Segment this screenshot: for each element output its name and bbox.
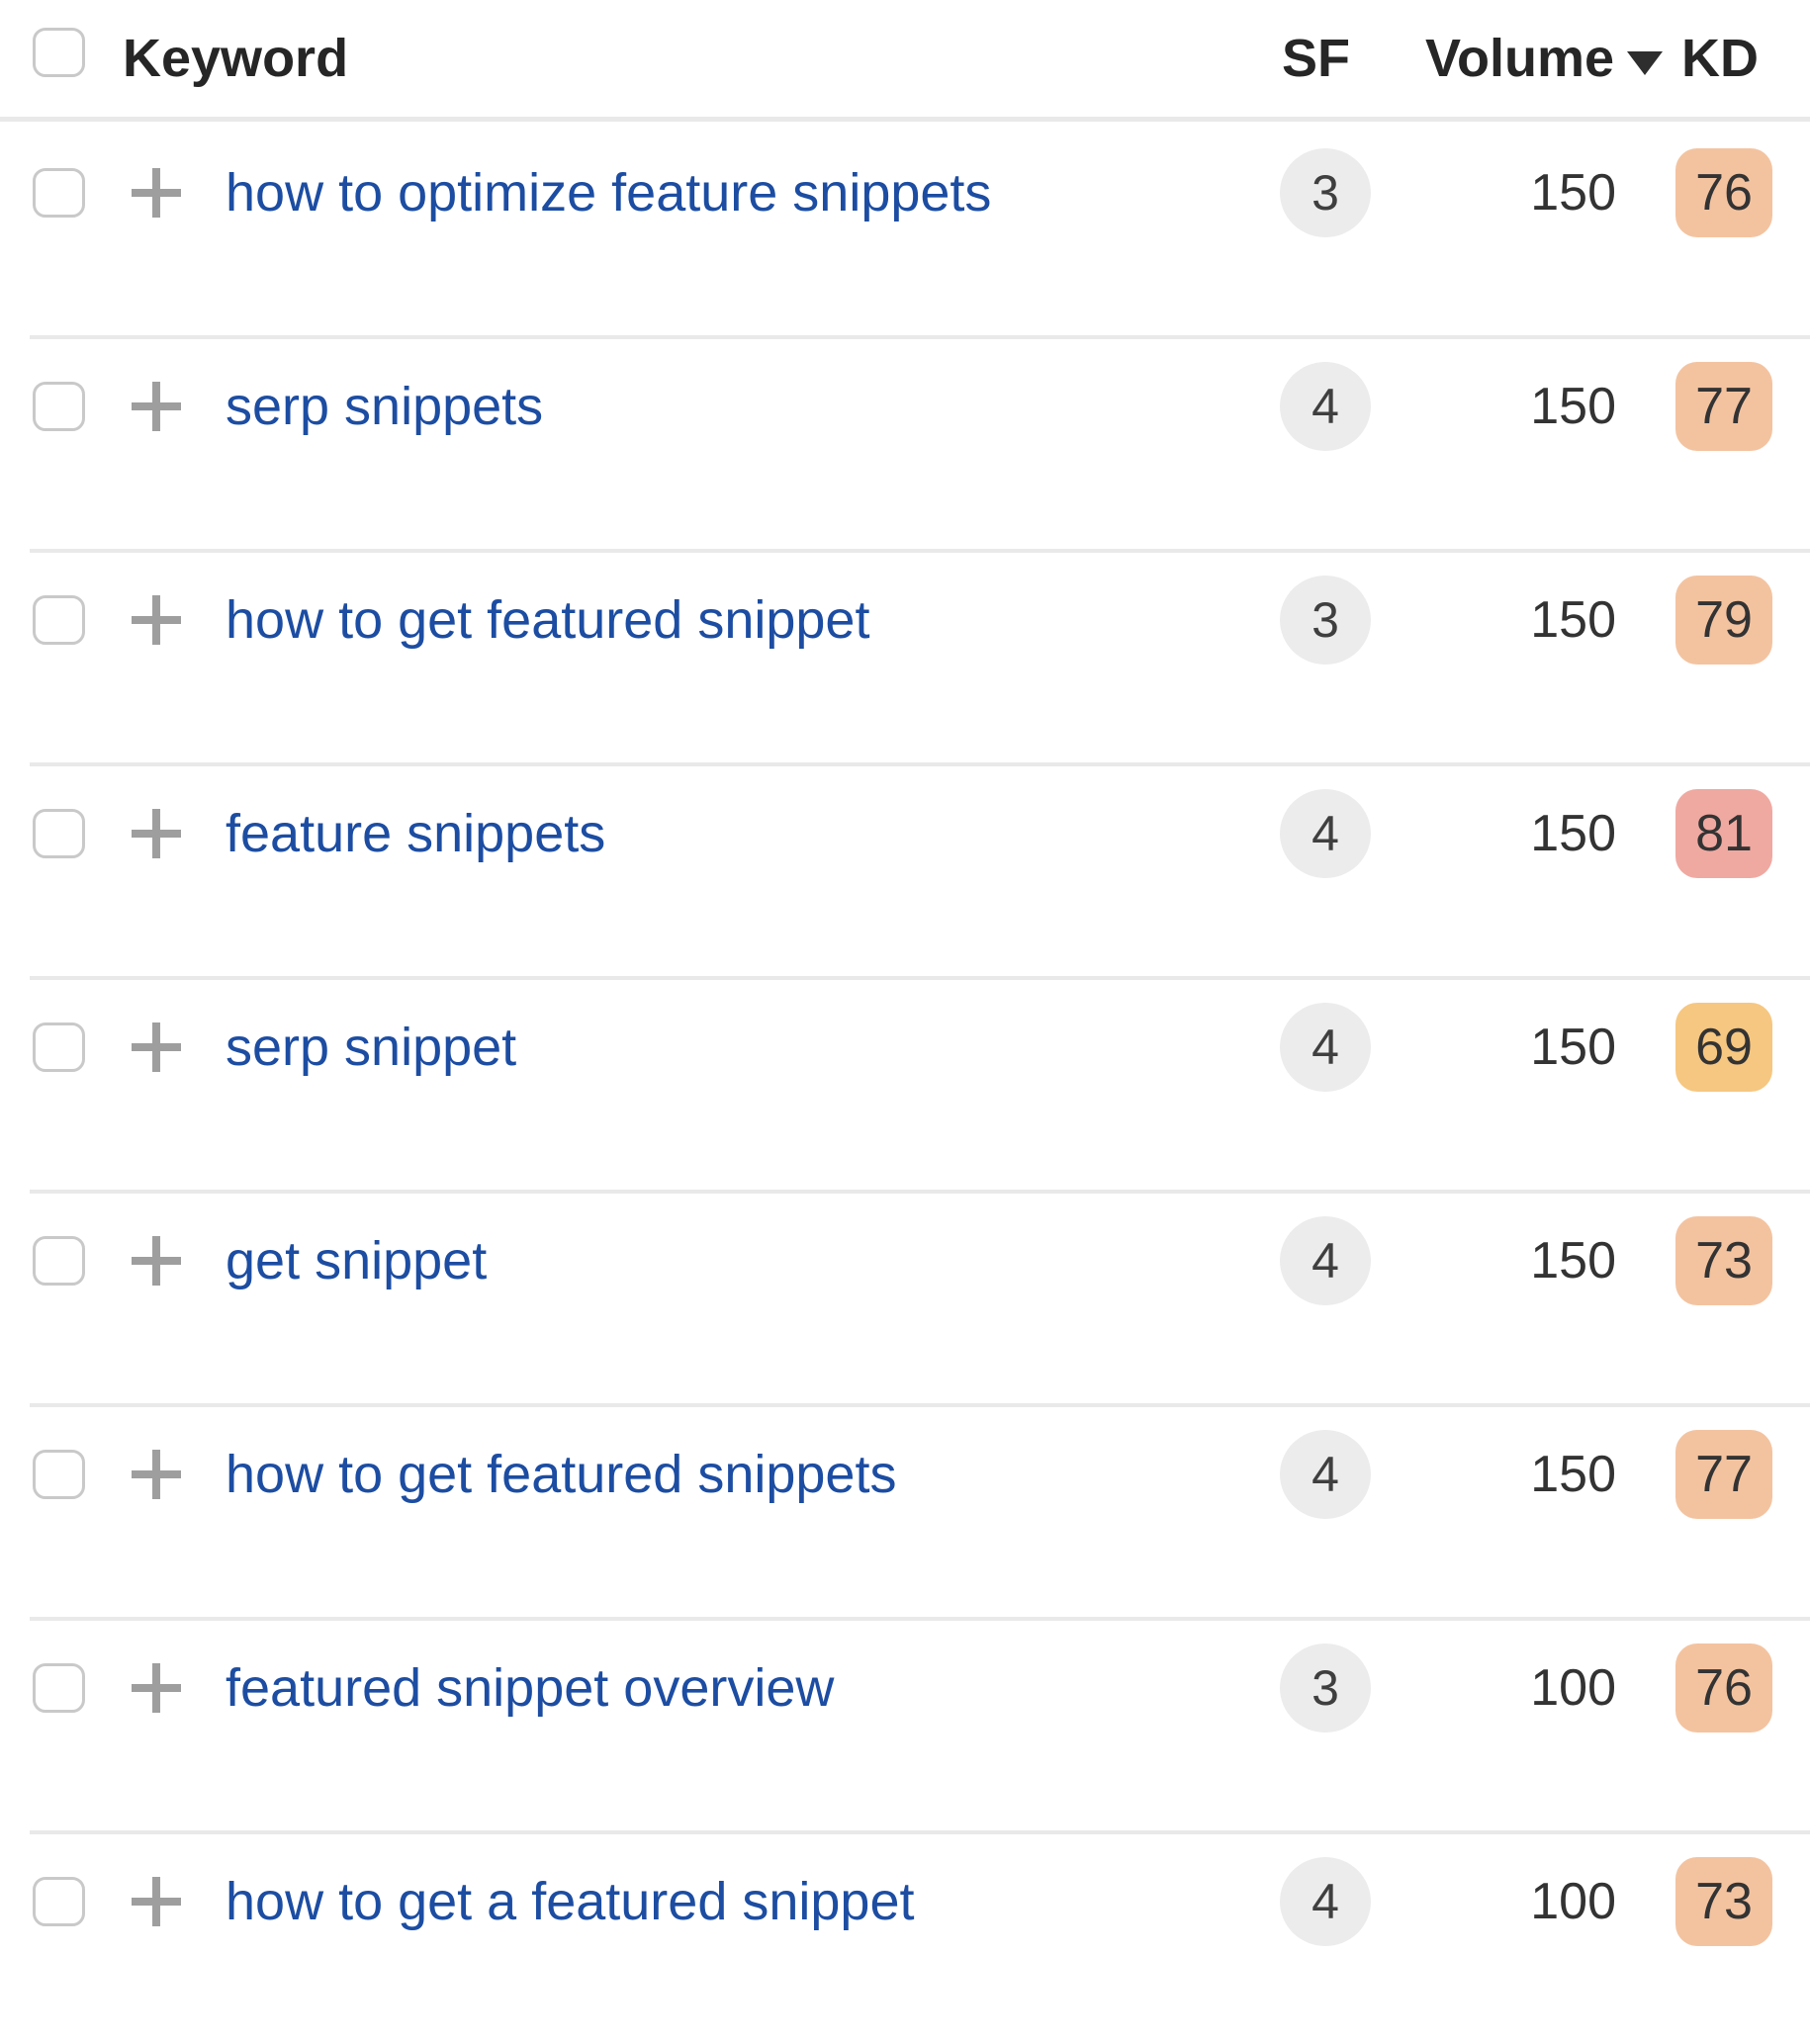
kd-badge: 73 [1675,1216,1772,1305]
volume-value: 100 [1530,1873,1616,1930]
table-row: how to optimize feature snippets 3 150 7… [0,122,1810,335]
column-header-sf[interactable]: SF [1282,29,1351,88]
kd-badge: 79 [1675,576,1772,665]
keyword-link[interactable]: feature snippets [226,804,606,863]
add-to-list-icon[interactable] [132,1877,181,1926]
row-checkbox[interactable] [33,1663,85,1713]
keyword-table: Keyword SF Volume KD how to optimize fea… [0,0,1810,1946]
kd-badge: 76 [1675,1644,1772,1733]
keyword-link[interactable]: how to get featured snippets [226,1445,897,1504]
sf-count-badge: 3 [1280,576,1371,665]
table-row: how to get featured snippet 3 150 79 [0,549,1810,762]
table-row: feature snippets 4 150 81 [0,762,1810,976]
keyword-link[interactable]: how to get a featured snippet [226,1872,915,1931]
row-checkbox[interactable] [33,595,85,645]
keyword-link[interactable]: featured snippet overview [226,1658,835,1718]
keyword-link[interactable]: how to get featured snippet [226,590,870,650]
add-to-list-icon[interactable] [132,1236,181,1286]
row-checkbox[interactable] [33,1236,85,1286]
keyword-link[interactable]: serp snippet [226,1018,517,1077]
sf-count-badge: 4 [1280,1857,1371,1946]
add-to-list-icon[interactable] [132,1450,181,1499]
sf-count-badge: 4 [1280,362,1371,451]
sf-count-badge: 3 [1280,148,1371,237]
volume-value: 150 [1530,1446,1616,1503]
table-row: serp snippet 4 150 69 [0,976,1810,1190]
volume-value: 150 [1530,1019,1616,1076]
keyword-link[interactable]: serp snippets [226,377,544,436]
row-checkbox[interactable] [33,382,85,431]
row-checkbox[interactable] [33,809,85,858]
table-row: featured snippet overview 3 100 76 [0,1617,1810,1830]
add-to-list-icon[interactable] [132,1663,181,1713]
column-header-kd[interactable]: KD [1681,29,1759,88]
add-to-list-icon[interactable] [132,809,181,858]
volume-value: 150 [1530,164,1616,222]
sf-count-badge: 4 [1280,1430,1371,1519]
volume-value: 150 [1530,591,1616,649]
column-header-keyword[interactable]: Keyword [123,29,349,88]
sf-count-badge: 4 [1280,1003,1371,1092]
kd-badge: 77 [1675,362,1772,451]
volume-value: 100 [1530,1659,1616,1717]
add-to-list-icon[interactable] [132,382,181,431]
table-row: get snippet 4 150 73 [0,1190,1810,1403]
table-row: how to get featured snippets 4 150 77 [0,1403,1810,1617]
sf-count-badge: 4 [1280,789,1371,878]
kd-badge: 77 [1675,1430,1772,1519]
row-checkbox[interactable] [33,1450,85,1499]
kd-badge: 69 [1675,1003,1772,1092]
table-row: how to get a featured snippet 4 100 73 [0,1830,1810,2044]
sort-desc-icon [1627,51,1663,75]
row-checkbox[interactable] [33,168,85,218]
add-to-list-icon[interactable] [132,168,181,218]
row-checkbox[interactable] [33,1022,85,1072]
keyword-link[interactable]: how to optimize feature snippets [226,163,992,222]
table-header: Keyword SF Volume KD [0,0,1810,122]
keyword-link[interactable]: get snippet [226,1231,488,1290]
kd-badge: 76 [1675,148,1772,237]
kd-badge: 73 [1675,1857,1772,1946]
sf-count-badge: 4 [1280,1216,1371,1305]
add-to-list-icon[interactable] [132,1022,181,1072]
table-row: serp snippets 4 150 77 [0,335,1810,549]
sf-count-badge: 3 [1280,1644,1371,1733]
add-to-list-icon[interactable] [132,595,181,645]
volume-value: 150 [1530,378,1616,435]
row-checkbox[interactable] [33,1877,85,1926]
select-all-checkbox[interactable] [33,28,85,77]
volume-value: 150 [1530,805,1616,862]
table-body: how to optimize feature snippets 3 150 7… [0,122,1810,2044]
column-header-volume[interactable]: Volume [1424,29,1614,88]
volume-value: 150 [1530,1232,1616,1289]
kd-badge: 81 [1675,789,1772,878]
